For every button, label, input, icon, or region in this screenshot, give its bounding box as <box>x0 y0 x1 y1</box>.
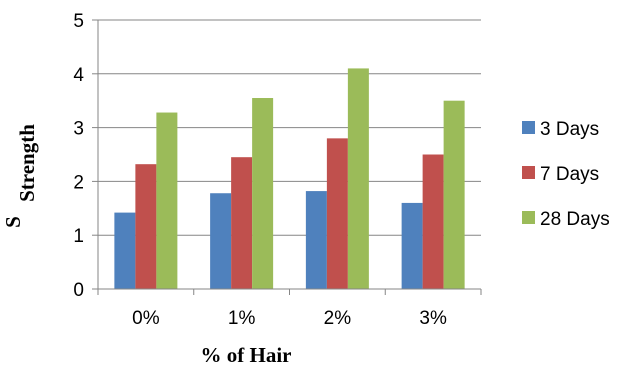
legend-label: 7 Days <box>540 164 599 185</box>
x-tick-label: 1% <box>228 308 256 329</box>
y-tick-label: 3 <box>73 119 84 140</box>
bar-3-days-3pct <box>401 202 423 289</box>
axes <box>92 19 482 295</box>
bar-7-days-2pct <box>326 138 348 289</box>
bar-7-days-1pct <box>231 157 253 289</box>
legend: 3 Days 7 Days 28 Days <box>522 119 610 230</box>
legend-swatch <box>522 121 535 134</box>
y-tick-label: 1 <box>73 226 84 247</box>
x-tick-labels: 0% 1% 2% 3% <box>132 308 447 329</box>
bar-3-days-1pct <box>210 193 232 289</box>
y-axis-title: Strength <box>15 124 39 202</box>
y-tick-label: 2 <box>73 172 84 193</box>
bar-28-days-3pct <box>443 100 465 289</box>
bar-28-days-1pct <box>252 98 274 289</box>
bar-28-days-0pct <box>156 112 178 289</box>
bar-3-days-0pct <box>114 212 136 289</box>
y-tick-label: 5 <box>73 11 84 32</box>
y-tick-label: 0 <box>73 280 84 301</box>
bar-7-days-3pct <box>422 154 444 289</box>
bar-7-days-0pct <box>135 164 157 289</box>
legend-label: 28 Days <box>540 209 610 230</box>
y-axis-clipped-fragment: S <box>1 216 25 228</box>
bars <box>114 68 465 289</box>
y-tick-label: 4 <box>73 65 84 86</box>
legend-swatch <box>522 166 535 179</box>
x-tick-label: 3% <box>419 308 447 329</box>
x-tick-label: 2% <box>324 308 352 329</box>
legend-label: 3 Days <box>540 119 599 140</box>
x-axis-title: % of Hair <box>201 343 292 367</box>
legend-swatch <box>522 211 535 224</box>
bar-28-days-2pct <box>347 68 369 289</box>
x-tick-label: 0% <box>132 308 160 329</box>
y-tick-labels: 0 1 2 3 4 5 <box>73 11 84 301</box>
bar-3-days-2pct <box>305 191 327 289</box>
